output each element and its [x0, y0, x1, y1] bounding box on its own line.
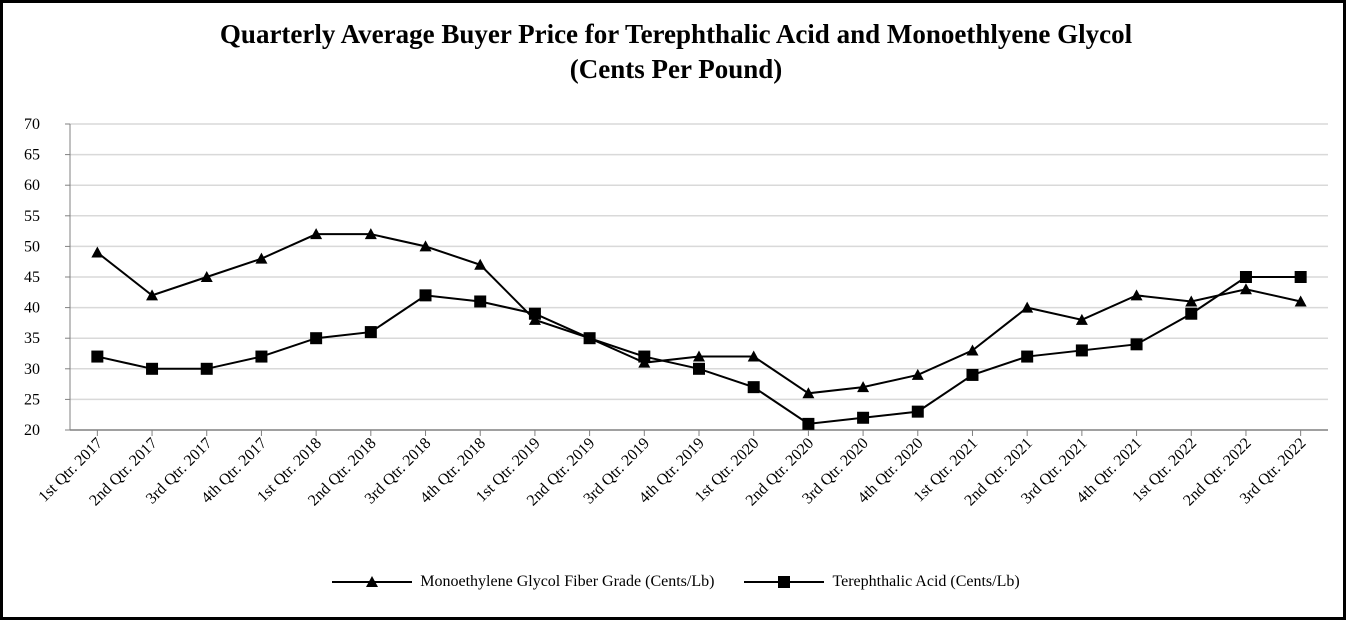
- triangle-marker-icon: [332, 576, 413, 587]
- series-1-square-marker: [966, 368, 979, 381]
- series-0-triangle-marker: [200, 271, 213, 282]
- series-0-triangle-marker: [857, 381, 870, 393]
- series-0-triangle-marker: [419, 240, 432, 252]
- series-1-square-marker: [747, 381, 760, 394]
- chart-title: Quarterly Average Buyer Price for Tereph…: [3, 17, 1346, 87]
- series-0-triangle-marker: [1075, 313, 1088, 325]
- series-1-square-marker: [364, 326, 377, 339]
- series-0-triangle-marker: [310, 228, 323, 240]
- series-1-square-marker: [583, 332, 596, 345]
- legend-item-meg: Monoethylene Glycol Fiber Grade (Cents/L…: [332, 573, 714, 591]
- y-tick-label: 20: [24, 422, 40, 439]
- series-0-triangle-marker: [1185, 295, 1198, 307]
- series-1-square-marker: [693, 362, 705, 375]
- series-1-square-marker: [1185, 307, 1198, 320]
- chart-title-main: Quarterly Average Buyer Price for Tereph…: [219, 19, 1133, 49]
- series-0-triangle-marker: [364, 228, 377, 240]
- legend-label-meg: Monoethylene Glycol Fiber Grade (Cents/L…: [420, 573, 715, 590]
- y-tick-label: 35: [24, 330, 40, 347]
- series-1-square-marker: [1130, 338, 1143, 351]
- series-0-triangle-marker: [255, 252, 268, 264]
- series-1-square-marker: [146, 362, 159, 375]
- series-1-square-marker: [91, 350, 104, 363]
- series-0-triangle-marker: [966, 344, 979, 356]
- series-1-square-marker: [911, 405, 924, 418]
- y-tick-label: 50: [24, 238, 40, 255]
- y-tick-label: 40: [24, 300, 40, 317]
- series-0-triangle-marker: [1021, 301, 1034, 313]
- series-0-triangle-marker: [1294, 295, 1307, 307]
- legend-label-pta: Terephthalic Acid (Cents/Lb): [832, 573, 1020, 590]
- series-0-triangle-marker: [1239, 283, 1252, 295]
- y-tick-label: 55: [24, 208, 40, 225]
- series-0-triangle-marker: [911, 368, 924, 380]
- chart-legend: Monoethylene Glycol Fiber Grade (Cents/L…: [3, 569, 1346, 595]
- series-1-square-marker: [638, 350, 651, 363]
- y-tick-label: 30: [24, 361, 40, 378]
- series-0-triangle-marker: [1130, 289, 1143, 301]
- series-1-square-marker: [857, 411, 870, 424]
- series-1-square-marker: [1021, 350, 1034, 363]
- series-0-triangle-marker: [91, 246, 104, 258]
- square-marker-icon: [744, 576, 825, 588]
- y-tick-label: 65: [24, 147, 40, 164]
- series-0-triangle-marker: [802, 387, 815, 399]
- series-line-1: [97, 276, 1301, 425]
- series-1-square-marker: [528, 307, 541, 320]
- series-0-triangle-marker: [146, 289, 159, 301]
- series-1-square-marker: [474, 295, 487, 308]
- chart-subtitle: (Cents Per Pound): [569, 54, 783, 84]
- series-1-square-marker: [1294, 271, 1307, 283]
- legend-item-pta: Terephthalic Acid (Cents/Lb): [744, 573, 1020, 591]
- y-tick-label: 25: [24, 391, 40, 408]
- series-1-square-marker: [1075, 344, 1088, 357]
- series-1-square-marker: [310, 332, 323, 345]
- y-tick-label: 45: [24, 269, 40, 286]
- series-1-square-marker: [419, 289, 432, 302]
- series-1-square-marker: [255, 350, 268, 363]
- y-tick-label: 60: [24, 177, 40, 194]
- y-tick-label: 70: [24, 116, 40, 133]
- series-0-triangle-marker: [747, 350, 760, 362]
- series-1-square-marker: [802, 417, 815, 430]
- series-1-square-marker: [1239, 271, 1252, 283]
- series-0-triangle-marker: [474, 258, 487, 270]
- series-1-square-marker: [200, 362, 213, 375]
- series-0-triangle-marker: [693, 350, 705, 362]
